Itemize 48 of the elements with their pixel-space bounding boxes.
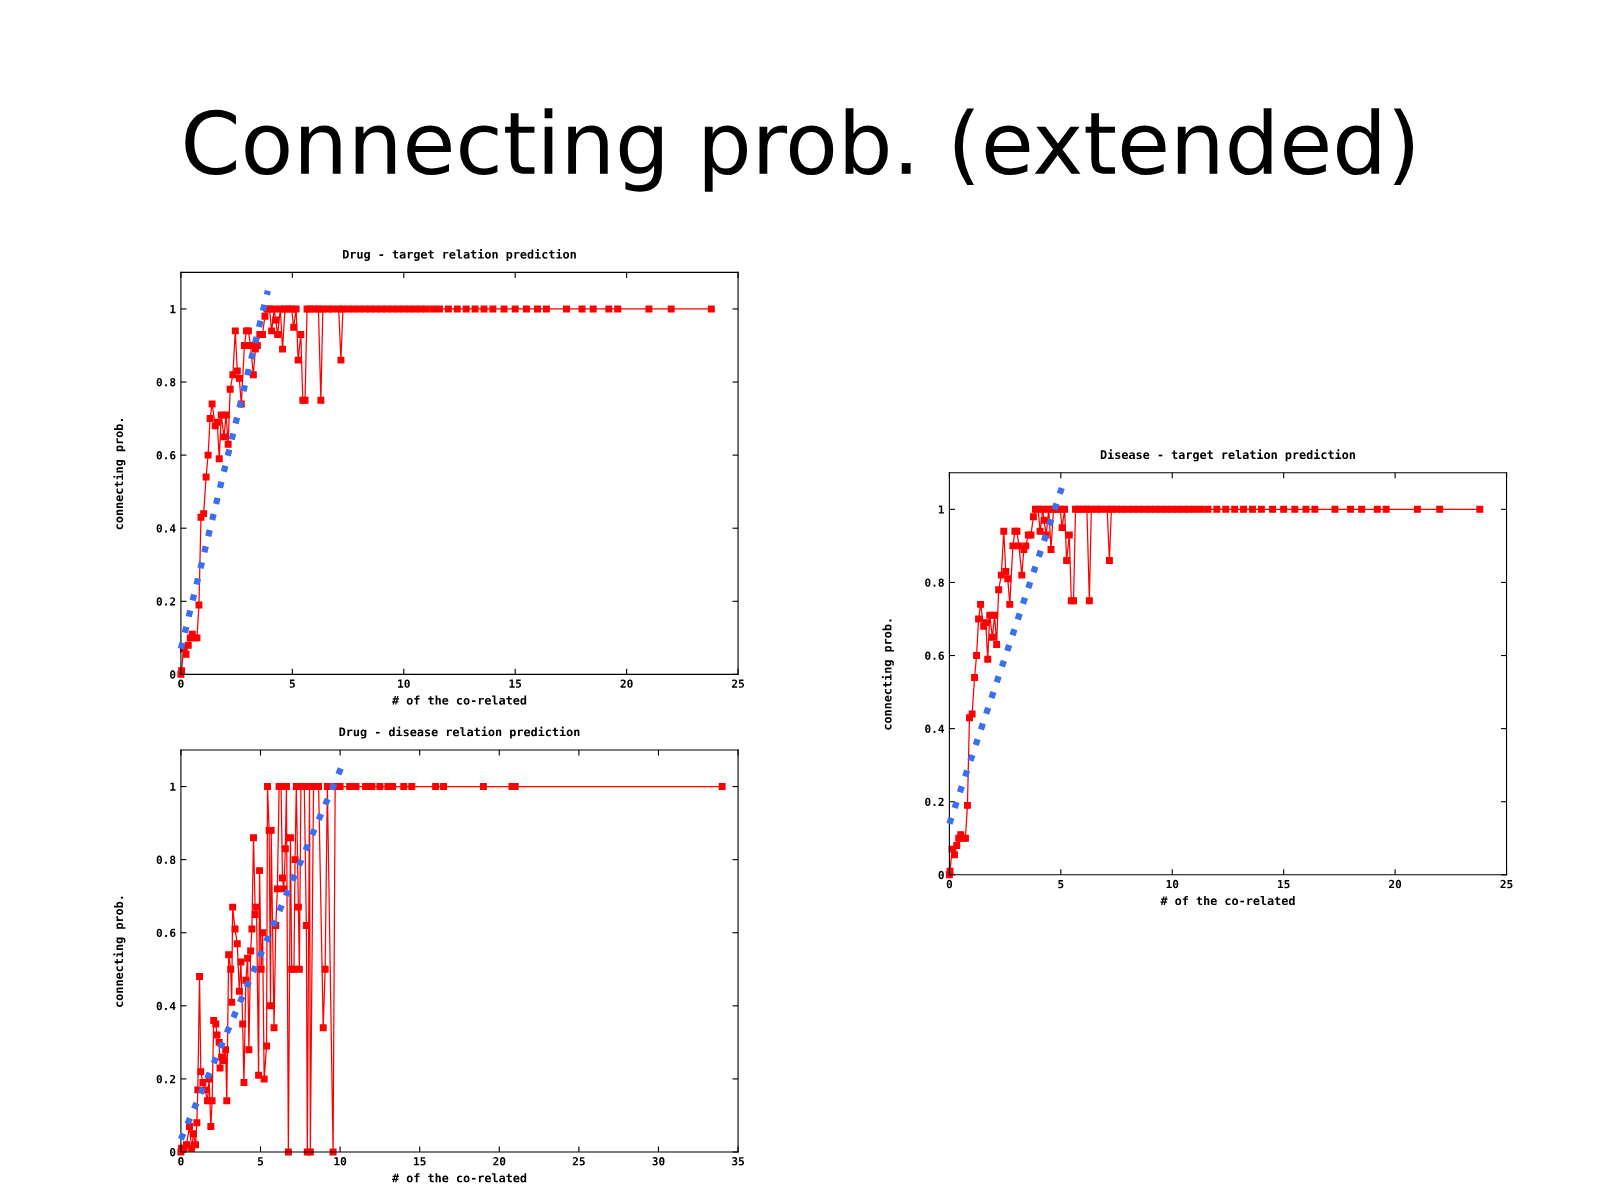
x-tick-label: 10	[398, 679, 410, 688]
x-tick-label: 0	[946, 879, 953, 889]
x-axis-title: # of the co-related	[391, 695, 527, 705]
y-tick-label: 0.4	[156, 1001, 176, 1011]
y-axis-title: connecting prob.	[881, 619, 894, 730]
y-tick-label: 0.2	[156, 597, 176, 606]
y-tick-label: 0.8	[925, 578, 944, 587]
y-tick-label: 0.2	[925, 797, 944, 807]
x-tick-label: 35	[732, 1157, 744, 1166]
text: Connecting prob. (extended)	[185, 108, 1414, 192]
x-tick-label: 0	[178, 679, 184, 688]
chart-title: Disease - target relation prediction	[1100, 449, 1355, 462]
y-axis-title: connecting prob.	[113, 419, 126, 530]
y-tick-label: 0.6	[925, 651, 944, 660]
y-tick-label: 0.4	[156, 524, 176, 533]
x-tick-label: 5	[257, 1157, 264, 1166]
y-tick-label: 1	[170, 782, 176, 791]
x-tick-label: 15	[414, 1157, 426, 1166]
chart-title: Drug - disease relation prediction	[339, 726, 580, 739]
x-axis-title: # of the co-related	[391, 1173, 527, 1183]
x-tick-label: 25	[1500, 879, 1513, 889]
y-tick-label: 0	[170, 1147, 176, 1157]
x-tick-label: 30	[652, 1157, 665, 1166]
x-tick-label: 15	[1278, 880, 1290, 889]
x-tick-label: 20	[493, 1157, 506, 1166]
x-tick-label: 10	[1166, 879, 1179, 889]
chart-title: Drug - target relation prediction	[343, 248, 576, 261]
y-tick-label: 0	[938, 870, 944, 880]
y-tick-label: 0.6	[156, 451, 176, 460]
x-tick-label: 0	[178, 1157, 184, 1166]
y-tick-label: 0.8	[156, 855, 176, 865]
x-tick-label: 20	[1389, 879, 1402, 889]
x-tick-label: 15	[509, 679, 522, 688]
x-tick-label: 25	[731, 679, 744, 688]
x-tick-label: 5	[1058, 880, 1064, 889]
x-axis-title: # of the co-related	[1160, 895, 1295, 906]
y-tick-label: 0.4	[925, 724, 945, 733]
x-tick-label: 10	[334, 1157, 347, 1166]
x-tick-label: 5	[289, 679, 295, 688]
x-tick-label: 25	[572, 1157, 585, 1166]
y-tick-label: 1	[938, 505, 944, 514]
y-tick-label: 1	[170, 305, 176, 314]
x-tick-label: 20	[620, 679, 633, 688]
y-tick-label: 0	[170, 670, 176, 679]
y-tick-label: 0.2	[156, 1074, 176, 1084]
y-tick-label: 0.8	[156, 378, 176, 387]
y-axis-title: connecting prob.	[113, 896, 126, 1007]
y-tick-label: 0.6	[156, 928, 176, 938]
